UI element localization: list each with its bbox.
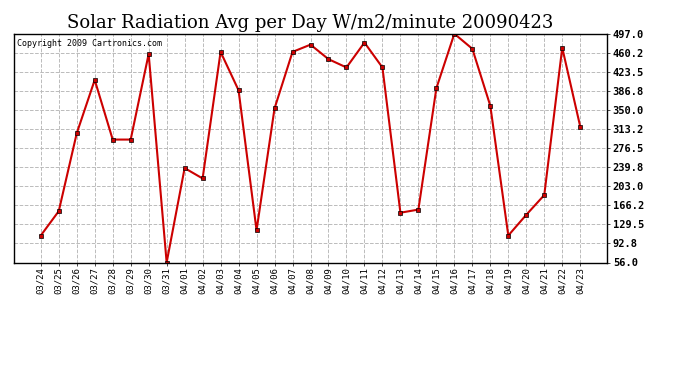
Title: Solar Radiation Avg per Day W/m2/minute 20090423: Solar Radiation Avg per Day W/m2/minute … bbox=[68, 14, 553, 32]
Text: Copyright 2009 Cartronics.com: Copyright 2009 Cartronics.com bbox=[17, 39, 161, 48]
